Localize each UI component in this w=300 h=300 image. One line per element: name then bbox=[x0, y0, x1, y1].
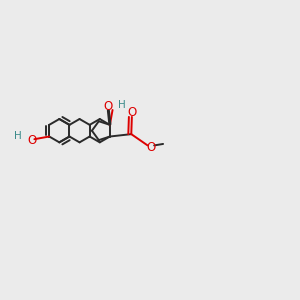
Text: O: O bbox=[127, 106, 136, 118]
Text: O: O bbox=[27, 134, 37, 147]
Text: H: H bbox=[14, 131, 22, 141]
Text: O: O bbox=[147, 141, 156, 154]
Text: O: O bbox=[103, 100, 113, 112]
Text: H: H bbox=[118, 100, 126, 110]
